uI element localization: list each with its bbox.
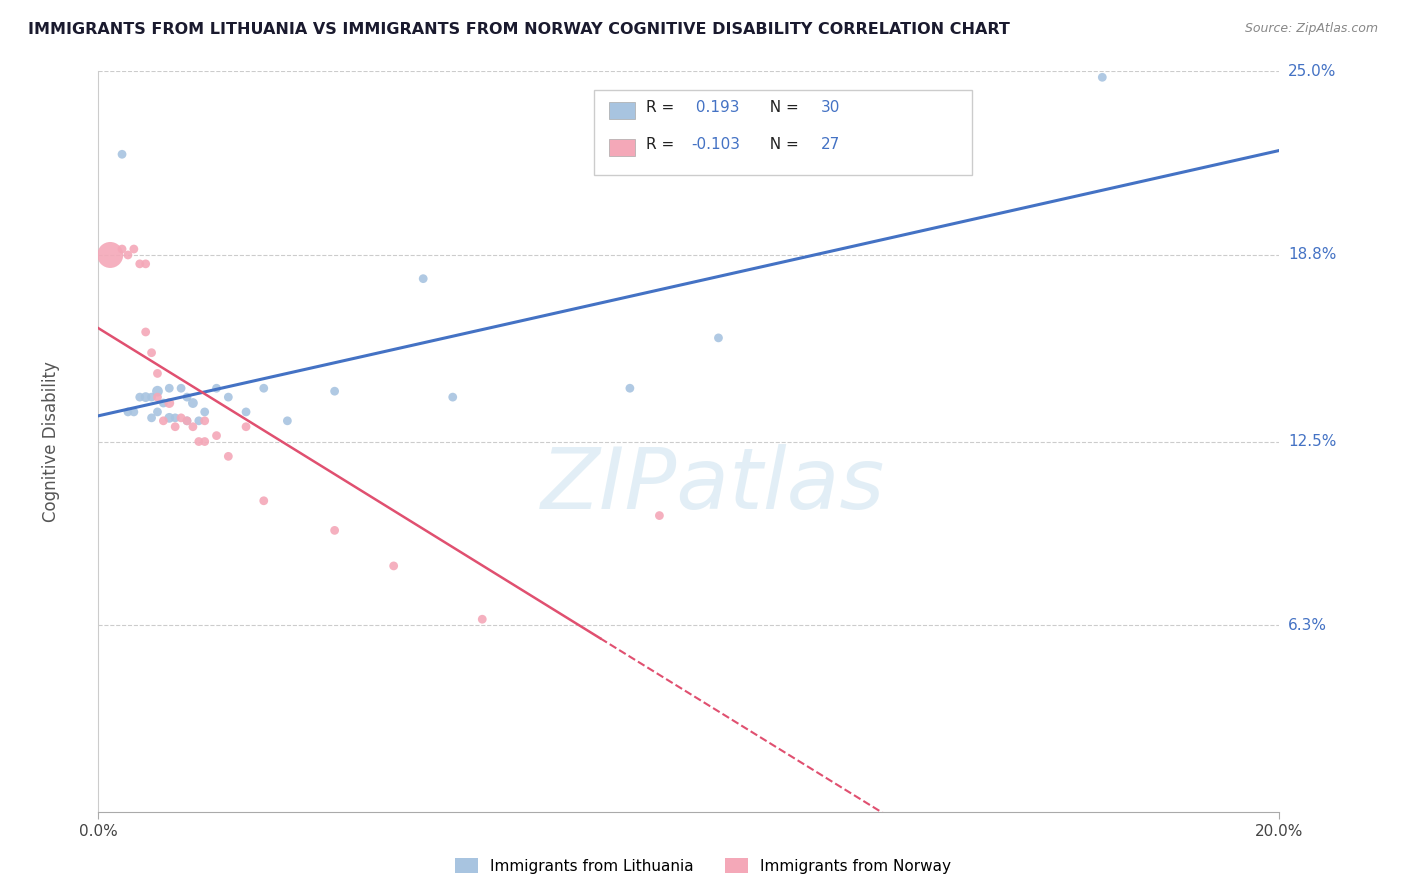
Point bbox=[111, 242, 134, 256]
Point bbox=[122, 242, 145, 256]
Point bbox=[170, 410, 193, 425]
Text: Cognitive Disability: Cognitive Disability bbox=[42, 361, 60, 522]
Point bbox=[141, 390, 163, 404]
Point bbox=[141, 345, 163, 359]
Point bbox=[146, 405, 169, 419]
Point bbox=[235, 419, 257, 434]
Point bbox=[187, 414, 209, 428]
Point bbox=[146, 367, 169, 381]
Text: 27: 27 bbox=[821, 137, 841, 153]
Point bbox=[135, 390, 157, 404]
Point bbox=[619, 381, 641, 395]
Point bbox=[648, 508, 671, 523]
Point bbox=[471, 612, 494, 626]
Point bbox=[323, 524, 346, 538]
FancyBboxPatch shape bbox=[609, 139, 634, 156]
Point bbox=[122, 405, 145, 419]
Point bbox=[194, 434, 217, 449]
Point bbox=[382, 558, 405, 573]
Text: -0.103: -0.103 bbox=[692, 137, 741, 153]
Point bbox=[117, 248, 139, 262]
Point bbox=[135, 325, 157, 339]
Text: 6.3%: 6.3% bbox=[1288, 617, 1327, 632]
Point bbox=[165, 410, 187, 425]
Point bbox=[146, 390, 169, 404]
Text: 0.193: 0.193 bbox=[692, 100, 740, 115]
Text: IMMIGRANTS FROM LITHUANIA VS IMMIGRANTS FROM NORWAY COGNITIVE DISABILITY CORRELA: IMMIGRANTS FROM LITHUANIA VS IMMIGRANTS … bbox=[28, 22, 1010, 37]
Point bbox=[181, 396, 204, 410]
Text: Source: ZipAtlas.com: Source: ZipAtlas.com bbox=[1244, 22, 1378, 36]
Text: R =: R = bbox=[647, 137, 679, 153]
Point bbox=[141, 410, 163, 425]
FancyBboxPatch shape bbox=[595, 90, 973, 175]
Point bbox=[412, 271, 434, 285]
Point bbox=[128, 257, 150, 271]
Point bbox=[146, 384, 169, 399]
Point bbox=[111, 147, 134, 161]
Point bbox=[441, 390, 464, 404]
Point bbox=[165, 419, 187, 434]
Text: N =: N = bbox=[759, 137, 803, 153]
Point bbox=[181, 419, 204, 434]
Text: 25.0%: 25.0% bbox=[1288, 64, 1337, 78]
Point bbox=[176, 390, 198, 404]
Point bbox=[187, 434, 209, 449]
Point bbox=[276, 414, 298, 428]
Point bbox=[235, 405, 257, 419]
Text: N =: N = bbox=[759, 100, 803, 115]
Point bbox=[205, 381, 228, 395]
Point bbox=[176, 414, 198, 428]
Point bbox=[217, 450, 239, 464]
Point bbox=[128, 390, 150, 404]
Point bbox=[98, 248, 121, 262]
Point bbox=[117, 405, 139, 419]
Point bbox=[170, 381, 193, 395]
Point bbox=[217, 390, 239, 404]
Point bbox=[152, 396, 174, 410]
Point bbox=[152, 414, 174, 428]
Point bbox=[1091, 70, 1114, 85]
Point bbox=[253, 381, 276, 395]
Point bbox=[157, 381, 180, 395]
Point bbox=[253, 493, 276, 508]
Point bbox=[194, 405, 217, 419]
FancyBboxPatch shape bbox=[609, 103, 634, 119]
Point bbox=[323, 384, 346, 399]
Text: 12.5%: 12.5% bbox=[1288, 434, 1337, 449]
Point bbox=[205, 428, 228, 442]
Point bbox=[135, 257, 157, 271]
Point bbox=[157, 410, 180, 425]
Text: ZIPatlas: ZIPatlas bbox=[540, 444, 884, 527]
Legend: Immigrants from Lithuania, Immigrants from Norway: Immigrants from Lithuania, Immigrants fr… bbox=[449, 852, 957, 880]
Point bbox=[157, 396, 180, 410]
Point bbox=[176, 414, 198, 428]
Text: R =: R = bbox=[647, 100, 679, 115]
Point bbox=[707, 331, 730, 345]
Text: 30: 30 bbox=[821, 100, 841, 115]
Point bbox=[194, 414, 217, 428]
Text: 18.8%: 18.8% bbox=[1288, 247, 1337, 262]
